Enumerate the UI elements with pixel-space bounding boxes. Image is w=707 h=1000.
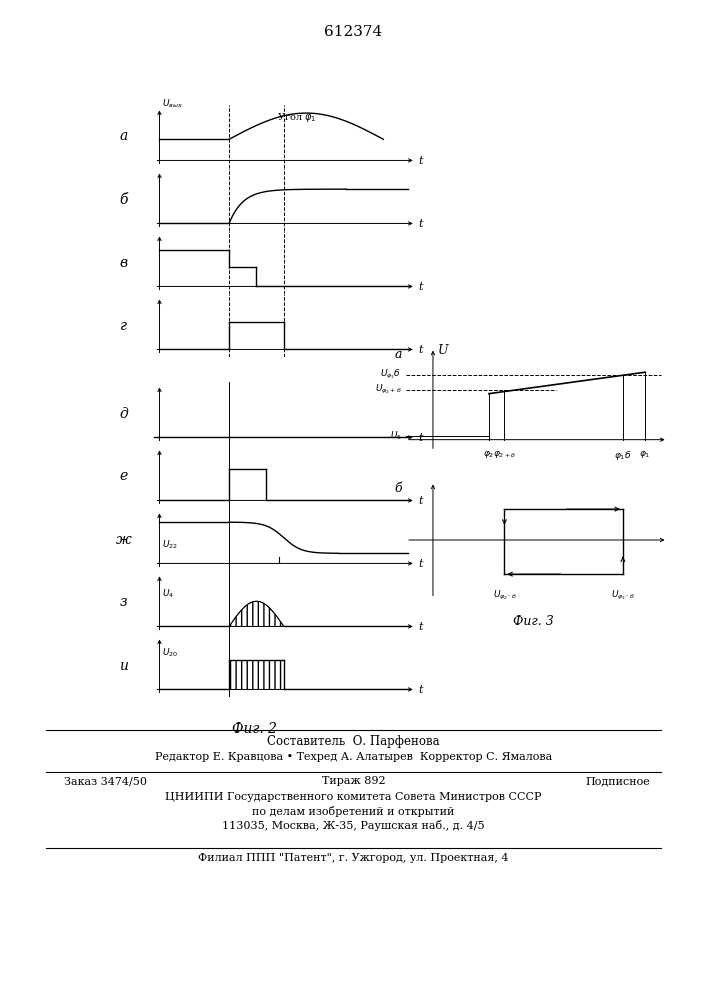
- Text: $U_{22}$: $U_{22}$: [162, 539, 178, 551]
- Text: Фиг. 3: Фиг. 3: [513, 615, 554, 628]
- Text: $\varphi_1б$: $\varphi_1б$: [614, 449, 631, 462]
- Text: $U_{\varphi_1 \cdot б}$: $U_{\varphi_1 \cdot б}$: [611, 589, 635, 602]
- Text: д: д: [119, 407, 128, 421]
- Text: по делам изобретений и открытий: по делам изобретений и открытий: [252, 806, 455, 817]
- Text: $\varphi_1$: $\varphi_1$: [640, 449, 651, 460]
- Text: t: t: [418, 559, 423, 569]
- Text: $\varphi_2$: $\varphi_2$: [483, 449, 494, 460]
- Text: а: а: [395, 348, 402, 361]
- Text: Тираж 892: Тираж 892: [322, 776, 385, 786]
- Text: б: б: [119, 192, 128, 207]
- Text: $U_{вых}$: $U_{вых}$: [162, 98, 183, 110]
- Text: $U_4$: $U_4$: [162, 588, 174, 600]
- Text: $\varphi_{2+б}$: $\varphi_{2+б}$: [493, 449, 516, 460]
- Text: t: t: [418, 685, 423, 695]
- Text: в: в: [119, 256, 128, 270]
- Text: а: а: [119, 129, 128, 143]
- Text: $U_5$: $U_5$: [390, 430, 402, 442]
- Text: и: и: [119, 658, 128, 672]
- Text: t: t: [418, 433, 423, 443]
- Text: $U_{\varphi_2 \cdot б}$: $U_{\varphi_2 \cdot б}$: [493, 589, 516, 602]
- Text: з: з: [120, 596, 127, 610]
- Text: t: t: [418, 622, 423, 632]
- Text: Составитель  О. Парфенова: Составитель О. Парфенова: [267, 735, 440, 748]
- Text: Филиал ППП "Патент", г. Ужгород, ул. Проектная, 4: Филиал ППП "Патент", г. Ужгород, ул. Про…: [198, 853, 509, 863]
- Text: 113035, Москва, Ж-35, Раушская наб., д. 4/5: 113035, Москва, Ж-35, Раушская наб., д. …: [222, 820, 485, 831]
- Text: Подписное: Подписное: [585, 776, 650, 786]
- Text: ж: ж: [116, 532, 132, 546]
- Text: ЦНИИПИ Государственного комитета Совета Министров СССР: ЦНИИПИ Государственного комитета Совета …: [165, 792, 542, 802]
- Text: $U_{20}$: $U_{20}$: [162, 647, 178, 659]
- Text: Заказ 3474/50: Заказ 3474/50: [64, 776, 146, 786]
- Text: $U_{\varphi_1}б$: $U_{\varphi_1}б$: [380, 368, 402, 381]
- Text: Фиг. 2: Фиг. 2: [232, 722, 277, 736]
- Text: U: U: [438, 344, 448, 357]
- Text: Угол $\varphi_1$: Угол $\varphi_1$: [276, 111, 316, 124]
- Text: г: г: [120, 318, 127, 332]
- Text: Редактор Е. Кравцова • Техред А. Алатырев  Корректор С. Ямалова: Редактор Е. Кравцова • Техред А. Алатыре…: [155, 752, 552, 762]
- Text: t: t: [418, 282, 423, 292]
- Text: е: е: [119, 470, 128, 484]
- Text: t: t: [418, 156, 423, 166]
- Text: t: t: [418, 219, 423, 229]
- Text: б: б: [394, 482, 402, 494]
- Text: $U_{\varphi_2+б}$: $U_{\varphi_2+б}$: [375, 383, 402, 396]
- Text: 612374: 612374: [325, 25, 382, 39]
- Text: t: t: [418, 345, 423, 355]
- Text: t: t: [418, 496, 423, 506]
